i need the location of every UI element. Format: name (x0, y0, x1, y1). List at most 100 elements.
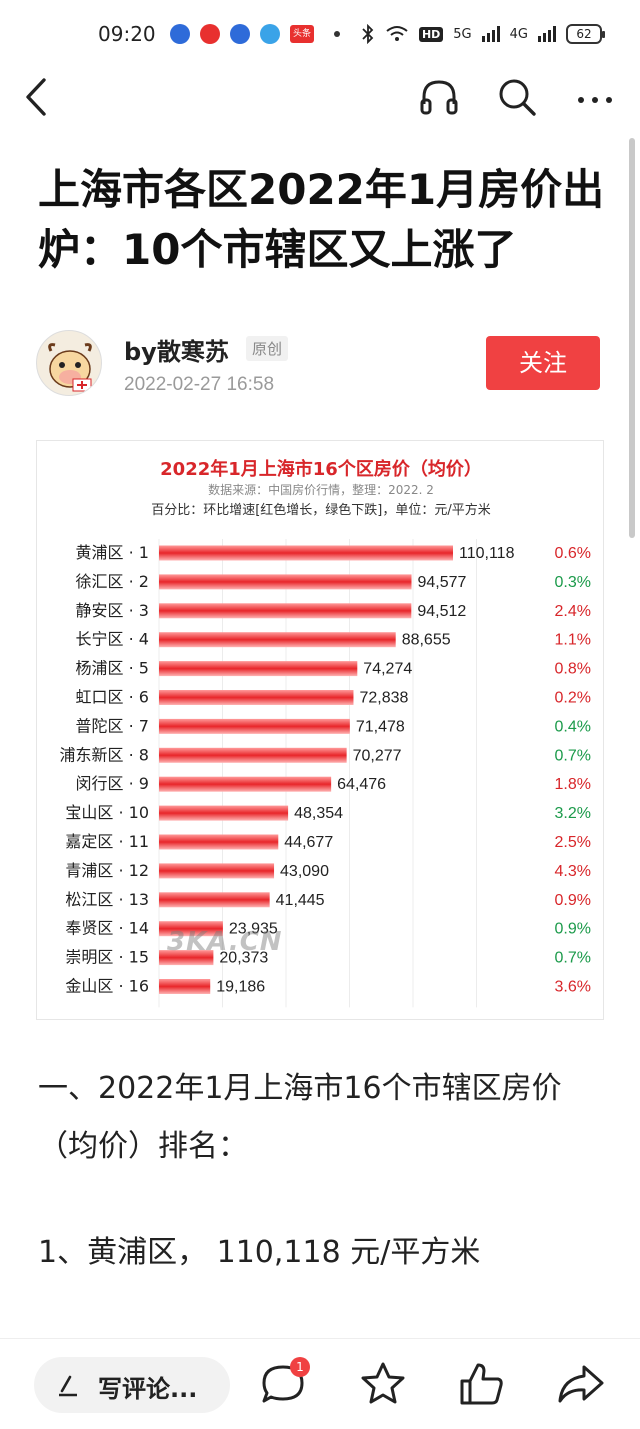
value-label: 110,118 (459, 545, 515, 562)
category-label: 长宁区 · 4 (76, 630, 149, 649)
chart-source: 数据来源：中国房价行情，整理：2022. 2 (208, 483, 434, 497)
category-label: 奉贤区 · 14 (65, 919, 149, 938)
paw-app-icon (170, 24, 190, 44)
article-paragraph: 1、黄浦区， 110,118 元/平方米 (38, 1235, 481, 1270)
value-label: 71,478 (356, 718, 405, 735)
search-icon[interactable] (496, 76, 538, 118)
category-label: 崇明区 · 15 (65, 948, 149, 967)
value-label: 19,186 (216, 979, 265, 996)
value-label: 43,090 (280, 863, 329, 880)
comment-count-badge: 1 (290, 1357, 310, 1377)
value-label: 41,445 (276, 892, 325, 909)
change-label: 0.2% (555, 690, 591, 707)
post-time: 2022-02-27 16:58 (124, 374, 275, 395)
bar (159, 718, 350, 734)
toutiao-app-icon: 头条 (290, 25, 314, 43)
bar (159, 690, 354, 705)
value-label: 94,577 (418, 574, 467, 591)
share-arrow-icon[interactable] (556, 1359, 606, 1409)
comment-bubble-icon[interactable] (258, 1359, 308, 1409)
bar (159, 950, 214, 966)
change-label: 0.7% (555, 950, 591, 967)
change-label: 4.3% (555, 863, 591, 880)
cow-avatar-icon (48, 343, 92, 392)
bar (159, 863, 275, 879)
value-label: 44,677 (284, 834, 333, 851)
scrollbar[interactable] (629, 138, 635, 538)
status-time: 09:20 (98, 22, 156, 46)
value-label: 88,655 (402, 632, 451, 649)
notification-more-icon (334, 31, 340, 37)
value-label: 94,512 (417, 603, 466, 620)
bar (159, 805, 289, 821)
bar (159, 603, 412, 619)
chart-note: 百分比：环比增速[红色增长，绿色下跌]，单位：元/平方米 (151, 503, 491, 518)
video-app-icon (200, 24, 220, 44)
bar (159, 747, 347, 763)
change-label: 2.4% (555, 603, 591, 620)
value-label: 74,274 (363, 661, 412, 678)
watermark: 3KA.CN (167, 927, 283, 957)
battery-indicator: 62 (566, 24, 605, 44)
bar (159, 632, 396, 648)
category-label: 宝山区 · 10 (65, 803, 149, 822)
status-app-icons: 头条 (170, 24, 340, 44)
bar (159, 574, 412, 590)
bar (159, 545, 453, 561)
change-label: 0.4% (555, 718, 591, 735)
category-label: 浦东新区 · 8 (60, 745, 149, 764)
category-label: 黄浦区 · 1 (76, 543, 149, 562)
chart-image[interactable]: 2022年1月上海市16个区房价（均价） 数据来源：中国房价行情，整理：2022… (36, 440, 604, 1020)
signal-5g-label: 5G (453, 26, 472, 42)
change-label: 2.5% (555, 834, 591, 851)
category-label: 徐汇区 · 2 (76, 572, 149, 591)
value-label: 48,354 (294, 805, 343, 822)
more-icon[interactable] (574, 76, 616, 118)
pen-icon (59, 1375, 77, 1397)
bar (159, 834, 279, 850)
author-row: by散寒苏 原创 2022-02-27 16:58 关注 (36, 330, 606, 400)
bar (159, 661, 358, 677)
avatar[interactable] (36, 330, 102, 396)
change-label: 3.2% (555, 805, 591, 822)
baidu-app-icon (230, 24, 250, 44)
follow-button[interactable]: 关注 (486, 336, 600, 390)
change-label: 0.6% (555, 545, 591, 562)
star-icon[interactable] (358, 1359, 408, 1409)
browser-app-icon (260, 24, 280, 44)
bar (159, 979, 211, 994)
category-label: 杨浦区 · 5 (76, 659, 149, 678)
value-label: 64,476 (337, 776, 386, 793)
comment-placeholder: 写评论... (98, 1375, 198, 1403)
category-label: 静安区 · 3 (76, 601, 149, 620)
value-label: 20,373 (219, 950, 268, 967)
category-label: 松江区 · 13 (65, 890, 149, 909)
top-nav-bar (0, 72, 640, 122)
bar (159, 892, 270, 908)
change-label: 1.1% (555, 632, 591, 649)
category-label: 普陀区 · 7 (76, 716, 149, 735)
value-label: 23,935 (229, 921, 278, 938)
bar (159, 776, 332, 792)
change-label: 3.6% (555, 979, 591, 996)
article-title: 上海市各区2022年1月房价出炉：10个市辖区又上涨了 (38, 165, 605, 274)
bluetooth-icon (362, 24, 374, 44)
bar-chart: 黄浦区 · 1 110,118 0.6% 徐汇区 · 2 94,577 0.3% 静安区 ·… (60, 539, 591, 1008)
change-label: 0.9% (555, 892, 591, 909)
signal-icon-2 (538, 26, 556, 42)
value-label: 72,838 (359, 690, 408, 707)
headphone-icon[interactable] (418, 76, 460, 118)
change-label: 0.8% (555, 661, 591, 678)
back-arrow-icon[interactable] (20, 74, 60, 120)
category-label: 金山区 · 16 (65, 977, 149, 996)
change-label: 0.3% (555, 574, 591, 591)
category-label: 闵行区 · 9 (76, 774, 149, 793)
change-label: 0.7% (555, 747, 591, 764)
thumbs-up-icon[interactable] (456, 1359, 506, 1409)
comment-input[interactable]: 写评论... (34, 1357, 230, 1413)
hd-voice-badge: HD (418, 26, 444, 42)
wifi-icon (386, 26, 408, 41)
author-name[interactable]: by散寒苏 (124, 338, 229, 366)
signal-icon (481, 26, 500, 42)
bar (159, 921, 223, 937)
